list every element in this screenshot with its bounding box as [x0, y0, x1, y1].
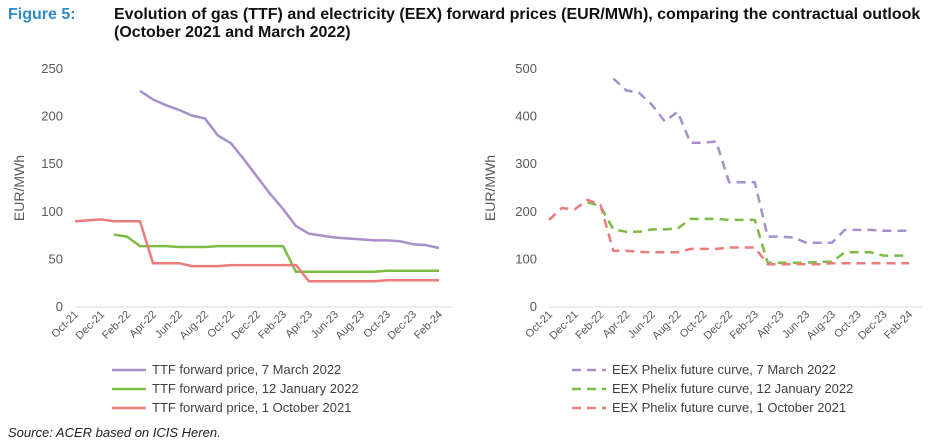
- y-tick-label: 200: [515, 204, 537, 219]
- y-tick-label: 500: [515, 61, 537, 76]
- figure-label: Figure 5:: [8, 6, 76, 23]
- x-tick-label: Dec-21: [547, 309, 581, 343]
- ttf-chart: 050100150200250EUR/MWhOct-21Dec-21Feb-22…: [11, 61, 452, 415]
- y-tick-label: 300: [515, 156, 537, 171]
- source-note: Source: ACER based on ICIS Heren.: [8, 425, 221, 440]
- y-tick-label: 0: [56, 299, 63, 314]
- x-tick-label: Apr-22: [600, 309, 632, 341]
- legend-entry: EEX Phelix future curve, 1 October 2021: [612, 400, 846, 415]
- y-axis-title: EUR/MWh: [482, 155, 498, 221]
- y-tick-label: 100: [41, 204, 63, 219]
- legend-entry: TTF forward price, 12 January 2022: [152, 381, 359, 396]
- x-tick-label: Aug-22: [650, 309, 684, 343]
- x-tick-label: Feb-22: [573, 309, 606, 342]
- y-tick-label: 0: [530, 299, 537, 314]
- series-line-3: [548, 198, 910, 266]
- x-tick-label: Dec-23: [856, 309, 890, 343]
- x-tick-label: Feb-24: [882, 309, 915, 342]
- y-tick-label: 100: [515, 251, 537, 266]
- y-tick-label: 50: [49, 251, 63, 266]
- x-tick-label: Feb-23: [728, 309, 761, 342]
- series-line-3: [74, 218, 439, 283]
- legend-entry: TTF forward price, 1 October 2021: [152, 400, 351, 415]
- x-tick-label: Apr-23: [755, 309, 787, 341]
- legend-entry: EEX Phelix future curve, 12 January 2022: [612, 381, 853, 396]
- y-tick-label: 150: [41, 156, 63, 171]
- legend-entry: TTF forward price, 7 March 2022: [152, 362, 341, 377]
- series-line-2: [587, 201, 910, 264]
- y-tick-label: 200: [41, 109, 63, 124]
- eex-chart: 0100200300400500EUR/MWhOct-21Dec-21Feb-2…: [482, 61, 922, 415]
- legend-entry: EEX Phelix future curve, 7 March 2022: [612, 362, 836, 377]
- x-tick-label: Aug-23: [805, 309, 839, 343]
- series-line-2: [113, 233, 439, 274]
- y-tick-label: 250: [41, 61, 63, 76]
- series-line-1: [612, 77, 910, 244]
- figure-title: Evolution of gas (TTF) and electricity (…: [114, 6, 921, 41]
- x-tick-label: Dec-22: [702, 309, 736, 343]
- y-tick-label: 400: [515, 109, 537, 124]
- y-axis-title: EUR/MWh: [11, 155, 27, 221]
- series-line-1: [139, 89, 440, 250]
